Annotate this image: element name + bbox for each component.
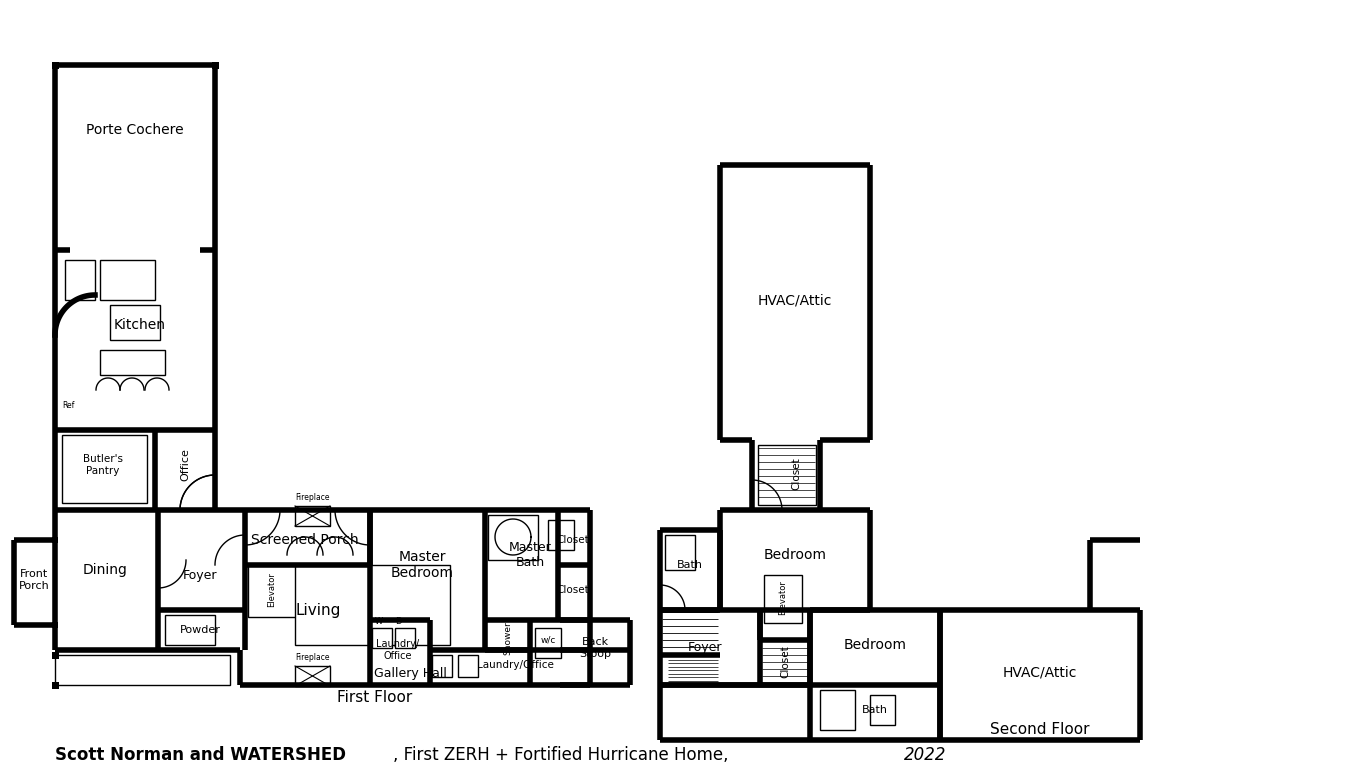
- Text: Master
Bath: Master Bath: [509, 541, 551, 569]
- Bar: [51, 652, 58, 659]
- Bar: [62, 435, 147, 503]
- Text: Shower: Shower: [504, 621, 513, 655]
- Bar: [296, 666, 329, 686]
- Text: w/c: w/c: [540, 636, 556, 645]
- Text: Fireplace: Fireplace: [294, 653, 329, 663]
- Bar: [53, 622, 58, 628]
- Bar: [296, 565, 450, 645]
- Bar: [100, 350, 165, 375]
- Text: Bedroom: Bedroom: [844, 638, 906, 652]
- Bar: [55, 655, 230, 685]
- Text: D: D: [396, 618, 401, 626]
- Text: First Floor: First Floor: [338, 691, 413, 705]
- Bar: [53, 537, 58, 543]
- Bar: [548, 520, 574, 550]
- Text: Closet: Closet: [791, 458, 801, 490]
- Bar: [487, 515, 539, 560]
- Text: Bedroom: Bedroom: [764, 548, 826, 562]
- Text: Laundry/Office: Laundry/Office: [477, 660, 554, 670]
- Text: Screened Porch: Screened Porch: [251, 533, 359, 547]
- Text: Office: Office: [180, 449, 190, 481]
- Bar: [869, 695, 895, 725]
- Bar: [248, 565, 296, 617]
- Text: Gallery Hall: Gallery Hall: [374, 667, 447, 680]
- Text: Scott Norman and WATERSHED: Scott Norman and WATERSHED: [55, 746, 346, 764]
- Bar: [373, 628, 391, 648]
- Text: Closet: Closet: [556, 585, 590, 595]
- Text: Back
Stoop: Back Stoop: [579, 637, 612, 659]
- Text: HVAC/Attic: HVAC/Attic: [1003, 665, 1077, 679]
- Text: , First ZERH + Fortified Hurricane Home,: , First ZERH + Fortified Hurricane Home,: [393, 746, 734, 764]
- Bar: [212, 61, 219, 68]
- Bar: [100, 260, 155, 300]
- Bar: [458, 655, 478, 677]
- Bar: [396, 628, 414, 648]
- Text: Powder: Powder: [180, 625, 220, 635]
- Bar: [819, 690, 855, 730]
- Bar: [296, 506, 329, 526]
- Text: Closet: Closet: [556, 535, 590, 545]
- Bar: [764, 575, 802, 623]
- Bar: [666, 535, 695, 570]
- Bar: [535, 628, 562, 658]
- Text: 2022: 2022: [904, 746, 946, 764]
- Bar: [165, 615, 215, 645]
- Text: Kitchen: Kitchen: [113, 318, 166, 332]
- Text: Bath: Bath: [863, 705, 888, 715]
- Bar: [51, 681, 58, 688]
- Bar: [65, 260, 94, 300]
- Text: Bath: Bath: [676, 560, 703, 570]
- Text: W: W: [375, 618, 383, 626]
- Text: Ref: Ref: [62, 401, 74, 411]
- Text: Laundry/
Office: Laundry/ Office: [377, 639, 420, 661]
- Bar: [109, 305, 161, 340]
- Text: Porte Cochere: Porte Cochere: [86, 123, 184, 137]
- Text: Foyer: Foyer: [182, 569, 217, 581]
- Text: Second Floor: Second Floor: [991, 722, 1089, 737]
- Text: Elevator: Elevator: [779, 580, 787, 615]
- Text: HVAC/Attic: HVAC/Attic: [757, 293, 832, 307]
- Text: Living: Living: [296, 602, 340, 618]
- Text: Foyer: Foyer: [687, 642, 722, 654]
- Bar: [432, 655, 452, 677]
- Text: Elevator: Elevator: [267, 573, 277, 608]
- Text: Dining: Dining: [82, 563, 127, 577]
- Bar: [757, 445, 815, 505]
- Bar: [51, 61, 58, 68]
- Text: Butler's
Pantry: Butler's Pantry: [82, 454, 123, 476]
- Text: Closet: Closet: [780, 646, 790, 678]
- Text: Master
Bedroom: Master Bedroom: [390, 550, 454, 580]
- Text: Fireplace: Fireplace: [294, 494, 329, 503]
- Text: Front
Porch: Front Porch: [19, 570, 50, 591]
